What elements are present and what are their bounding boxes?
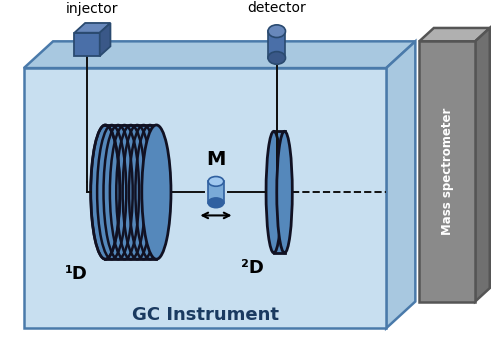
Polygon shape xyxy=(475,28,490,301)
Polygon shape xyxy=(100,23,110,56)
Text: ¹D: ¹D xyxy=(66,265,88,283)
Text: GC Instrument: GC Instrument xyxy=(132,306,278,324)
Ellipse shape xyxy=(208,176,224,186)
Ellipse shape xyxy=(268,51,285,64)
Ellipse shape xyxy=(142,125,171,259)
Bar xyxy=(208,181,224,203)
Text: Mass spectrometer: Mass spectrometer xyxy=(440,108,454,235)
Text: M: M xyxy=(206,150,226,169)
Ellipse shape xyxy=(208,198,224,208)
Polygon shape xyxy=(74,23,110,33)
Polygon shape xyxy=(106,125,156,259)
Ellipse shape xyxy=(266,131,281,253)
Text: injector: injector xyxy=(66,2,118,16)
Text: detector: detector xyxy=(248,1,306,15)
Ellipse shape xyxy=(276,131,292,253)
Polygon shape xyxy=(386,41,416,328)
Polygon shape xyxy=(419,41,475,301)
Polygon shape xyxy=(419,28,490,41)
Ellipse shape xyxy=(90,125,120,259)
Polygon shape xyxy=(24,41,415,68)
Polygon shape xyxy=(74,33,100,56)
Bar xyxy=(268,31,285,58)
Polygon shape xyxy=(24,68,386,328)
Text: ²D: ²D xyxy=(240,259,264,277)
Ellipse shape xyxy=(268,25,285,38)
Polygon shape xyxy=(274,131,284,253)
